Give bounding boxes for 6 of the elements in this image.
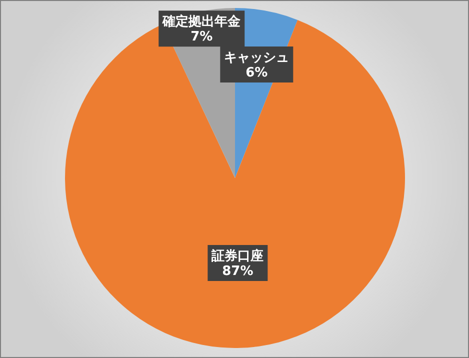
data-label: 6% (246, 65, 268, 80)
slice-label: 確定拠出年金 (162, 14, 242, 30)
slice-label: 証券口座 (210, 248, 264, 264)
data-label: 87% (222, 264, 254, 279)
slice-label: キャッシュ (224, 50, 290, 66)
data-label: 7% (190, 30, 213, 45)
